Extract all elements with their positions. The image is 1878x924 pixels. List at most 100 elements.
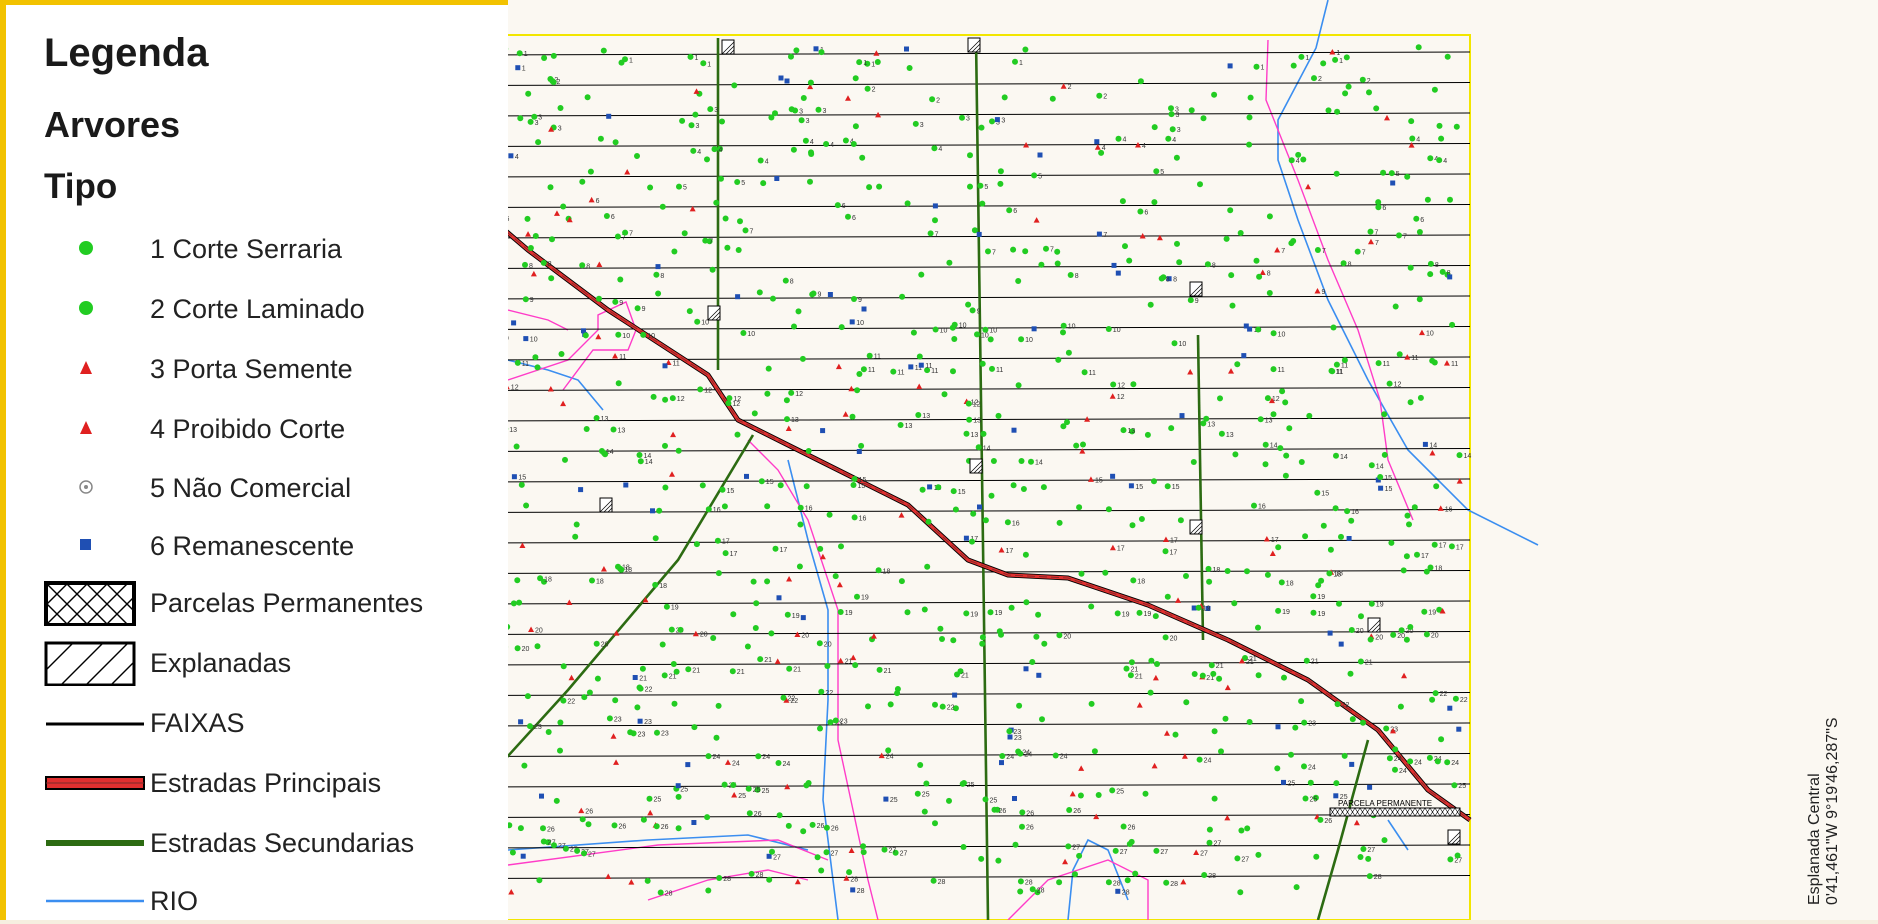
tree-dot bbox=[1288, 752, 1294, 758]
tree-square bbox=[511, 320, 516, 325]
tree-number: 25 bbox=[1116, 788, 1124, 795]
tree-dot bbox=[1274, 765, 1280, 771]
tree-number: 13 bbox=[1207, 421, 1215, 428]
tree-number: 18 bbox=[544, 576, 552, 583]
tree-dot bbox=[1068, 272, 1074, 278]
tree-dot bbox=[781, 695, 787, 701]
tree-square bbox=[1339, 642, 1344, 647]
tree-dot bbox=[865, 703, 871, 709]
tree-number: 27 bbox=[1367, 847, 1375, 854]
tree-dot bbox=[1344, 508, 1350, 514]
map-canvas[interactable]: 1111111111111122222222333333333333333344… bbox=[508, 0, 1878, 920]
tree-dot bbox=[856, 59, 862, 65]
tree-triangle bbox=[1062, 859, 1068, 865]
tree-dot bbox=[557, 748, 563, 754]
tree-number: 28 bbox=[938, 879, 946, 886]
tree-dot bbox=[541, 260, 547, 266]
tree-dot bbox=[1381, 411, 1387, 417]
tree-square bbox=[676, 783, 681, 788]
tree-number: 4 bbox=[830, 142, 834, 149]
tree-number: 9 bbox=[1322, 289, 1326, 296]
tree-dot bbox=[525, 693, 531, 699]
tree-number: 27 bbox=[1072, 844, 1080, 851]
tree-dot bbox=[854, 387, 860, 393]
tree-dot bbox=[1387, 381, 1393, 387]
tree-dot bbox=[1279, 388, 1285, 394]
tree-dot bbox=[737, 218, 743, 224]
tree-number: 28 bbox=[1374, 874, 1382, 881]
legend-panel: Legenda Arvores Tipo 1 Corte Serraria 2 … bbox=[0, 0, 508, 920]
tree-number: 19 bbox=[861, 595, 869, 602]
tree-dot bbox=[618, 567, 624, 573]
tree-dot bbox=[1248, 95, 1254, 101]
tree-number: 25 bbox=[753, 787, 761, 794]
tree-triangle bbox=[1034, 217, 1040, 223]
tree-number: 26 bbox=[1026, 810, 1034, 817]
legend-item-nao-comercial: 5 Não Comercial bbox=[6, 465, 506, 511]
tree-number: 24 bbox=[1006, 754, 1014, 761]
legend-item-label: Estradas Secundarias bbox=[150, 828, 414, 859]
tree-number: 25 bbox=[967, 782, 975, 789]
tree-dot bbox=[1163, 548, 1169, 554]
tree-dot bbox=[689, 122, 695, 128]
tree-dot bbox=[730, 782, 736, 788]
tree-dot bbox=[511, 600, 517, 606]
tree-dot bbox=[704, 814, 710, 820]
tree-number: 22 bbox=[1342, 702, 1350, 709]
tree-triangle bbox=[613, 759, 619, 765]
tree-number: 5 bbox=[683, 185, 687, 192]
tree-dot bbox=[1173, 732, 1179, 738]
tree-triangle bbox=[554, 210, 560, 216]
tree-number: 15 bbox=[1385, 486, 1393, 493]
tree-number: 12 bbox=[795, 391, 803, 398]
tree-dot bbox=[585, 94, 591, 100]
tree-square bbox=[623, 483, 628, 488]
tree-dot bbox=[1098, 150, 1104, 156]
tree-dot bbox=[535, 643, 541, 649]
tree-square bbox=[1112, 263, 1117, 268]
tree-number: 16 bbox=[1012, 520, 1020, 527]
tree-dot bbox=[1304, 658, 1310, 664]
tree-number: 10 bbox=[647, 333, 655, 340]
tree-dot bbox=[548, 275, 554, 281]
tree-triangle bbox=[849, 847, 855, 853]
tree-number: 3 bbox=[538, 115, 542, 122]
tree-dot bbox=[932, 702, 938, 708]
tree-dot bbox=[1438, 736, 1444, 742]
tree-dot bbox=[1228, 272, 1234, 278]
tree-dot bbox=[1334, 362, 1340, 368]
tree-square bbox=[685, 762, 690, 767]
tree-dot bbox=[706, 506, 712, 512]
tree-dot bbox=[1148, 658, 1154, 664]
tree-dot bbox=[839, 324, 845, 330]
tree-dot bbox=[612, 299, 618, 305]
tree-dot bbox=[714, 735, 720, 741]
map-svg[interactable]: 1111111111111122222222333333333333333344… bbox=[508, 0, 1878, 920]
tree-dot bbox=[674, 669, 680, 675]
tree-dot bbox=[1377, 474, 1383, 480]
tree-number: 26 bbox=[661, 824, 669, 831]
tree-dot bbox=[770, 296, 776, 302]
tree-dot bbox=[760, 180, 766, 186]
tree-number: 7 bbox=[1281, 248, 1285, 255]
tree-dot bbox=[1019, 809, 1025, 815]
tree-square bbox=[999, 760, 1004, 765]
tree-number: 6 bbox=[1382, 205, 1386, 212]
tree-dot bbox=[1201, 872, 1207, 878]
tree-number: 10 bbox=[1278, 331, 1286, 338]
tree-dot bbox=[1153, 848, 1159, 854]
tree-number: 3 bbox=[558, 126, 562, 133]
legend-item-label: Explanadas bbox=[150, 648, 291, 679]
tree-dot bbox=[1358, 659, 1364, 665]
tree-dot bbox=[1019, 458, 1025, 464]
tree-number: 7 bbox=[1375, 230, 1379, 237]
tree-dot bbox=[1016, 703, 1022, 709]
tree-number: 18 bbox=[659, 583, 667, 590]
tree-number: 10 bbox=[747, 331, 755, 338]
tree-dot bbox=[1263, 442, 1269, 448]
tree-dot bbox=[1192, 671, 1198, 677]
tree-dot bbox=[967, 152, 973, 158]
tree-number: 5 bbox=[1160, 169, 1164, 176]
tree-dot bbox=[1421, 609, 1427, 615]
tree-number: 19 bbox=[1318, 611, 1326, 618]
